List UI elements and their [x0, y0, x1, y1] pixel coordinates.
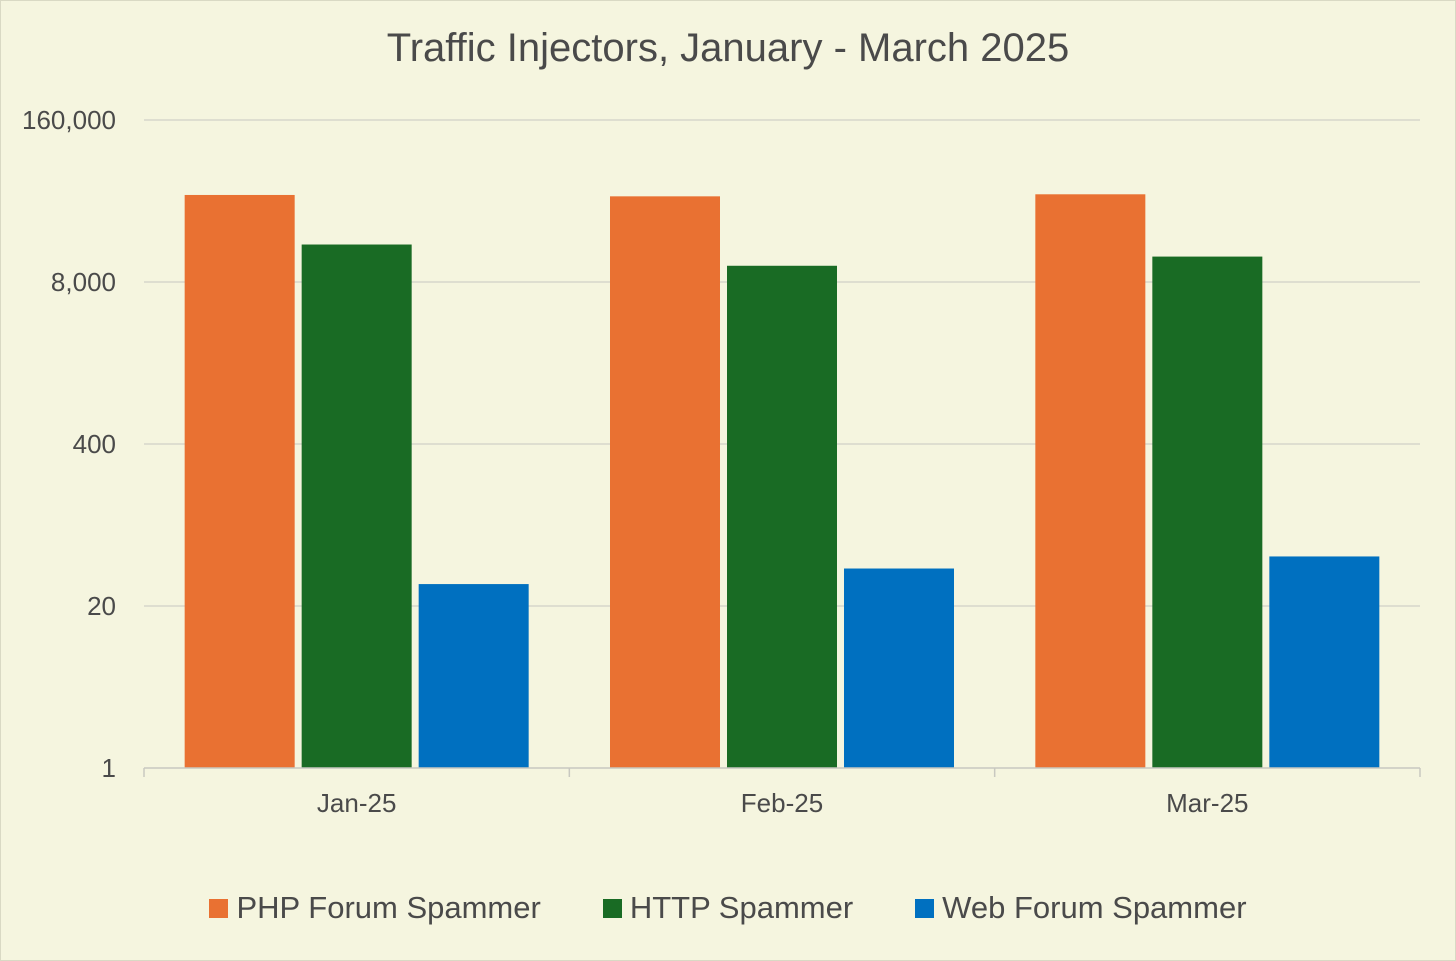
- bar-web-forum-spammer-feb-25: [844, 568, 954, 768]
- legend-swatch: [209, 898, 229, 918]
- chart-title: Traffic Injectors, January - March 2025: [386, 26, 1070, 70]
- legend-label: PHP Forum Spammer: [236, 890, 541, 925]
- y-tick-label: 400: [73, 429, 116, 459]
- bar-http-spammer-feb-25: [727, 265, 837, 768]
- legend-swatch: [602, 898, 622, 918]
- x-tick-labels: Jan-25 Feb-25 Mar-25: [317, 788, 1249, 818]
- x-tick-label: Feb-25: [741, 788, 823, 818]
- x-tick-label: Mar-25: [1166, 788, 1248, 818]
- bars: [184, 194, 1380, 769]
- legend-item: HTTP Spammer: [602, 890, 854, 926]
- y-tick-label: 8,000: [51, 267, 116, 297]
- bar-http-spammer-jan-25: [301, 244, 412, 768]
- legend-label: Web Forum Spammer: [942, 890, 1247, 925]
- legend-label: HTTP Spammer: [629, 890, 854, 925]
- bar-php-forum-spammer-jan-25: [184, 194, 295, 768]
- bar-http-spammer-mar-25: [1152, 256, 1263, 768]
- y-tick-label: 1: [102, 753, 116, 783]
- bar-php-forum-spammer-feb-25: [610, 196, 720, 769]
- y-tick-label: 160,000: [22, 105, 116, 135]
- legend-swatch: [915, 898, 935, 918]
- x-axis: [143, 767, 1421, 777]
- y-tick-label: 20: [87, 591, 116, 621]
- bar-php-forum-spammer-mar-25: [1035, 194, 1146, 768]
- legend: PHP Forum Spammer HTTP Spammer Web Forum S…: [0, 890, 1456, 926]
- legend-item: Web Forum Spammer: [915, 890, 1247, 926]
- y-tick-labels: 1 20 400 8,000 160,000: [22, 105, 116, 783]
- bar-web-forum-spammer-mar-25: [1269, 556, 1380, 768]
- x-tick-label: Jan-25: [317, 788, 397, 818]
- bar-web-forum-spammer-jan-25: [418, 584, 529, 768]
- legend-item: PHP Forum Spammer: [209, 890, 541, 926]
